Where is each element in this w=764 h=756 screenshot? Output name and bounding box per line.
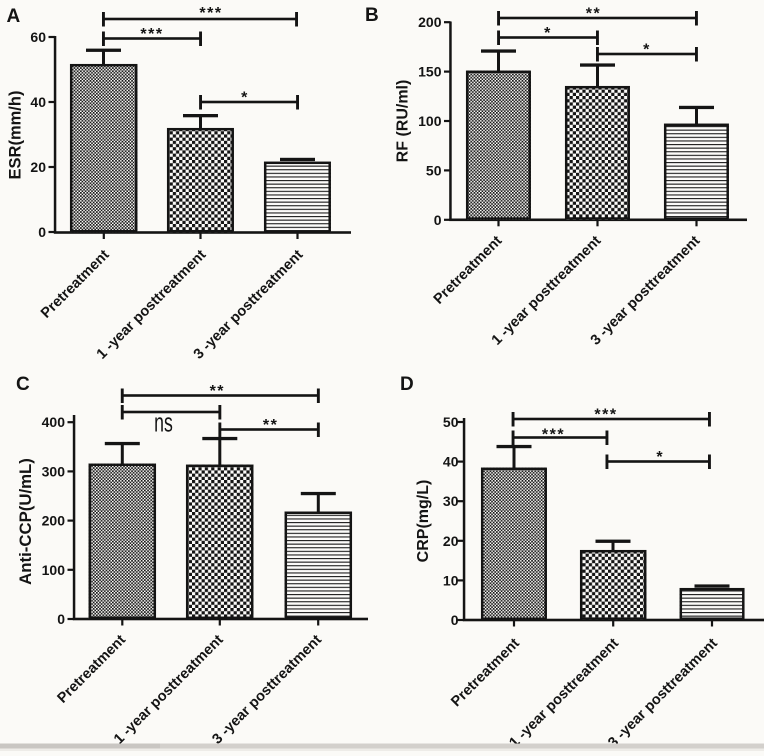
svg-text:10: 10 [443, 572, 459, 588]
svg-text:30: 30 [443, 493, 459, 509]
svg-text:CRP(mg/L): CRP(mg/L) [415, 480, 432, 563]
svg-text:***: *** [140, 26, 163, 43]
svg-text:*: * [656, 449, 664, 466]
svg-text:20: 20 [30, 159, 46, 175]
svg-text:Anti-CCP(U/mL): Anti-CCP(U/mL) [16, 458, 35, 585]
svg-text:40: 40 [30, 94, 46, 110]
svg-text:0: 0 [57, 611, 65, 627]
svg-text:D: D [400, 374, 414, 395]
svg-text:***: *** [199, 5, 222, 22]
svg-text:50: 50 [443, 414, 459, 430]
svg-text:***: *** [542, 427, 565, 444]
svg-text:**: ** [586, 6, 601, 23]
svg-text:B: B [365, 5, 379, 26]
svg-text:200: 200 [418, 14, 442, 30]
svg-text:0: 0 [38, 224, 46, 240]
svg-text:150: 150 [418, 64, 442, 80]
svg-text:60: 60 [30, 29, 46, 45]
svg-text:ESR(mm/h): ESR(mm/h) [6, 91, 24, 180]
svg-text:200: 200 [42, 513, 66, 529]
svg-text:ns: ns [154, 408, 173, 437]
svg-text:400: 400 [42, 414, 66, 430]
svg-text:**: ** [263, 417, 278, 434]
svg-text:50: 50 [426, 162, 442, 178]
svg-text:20: 20 [443, 533, 459, 549]
svg-text:A: A [7, 6, 21, 27]
svg-text:RF (RU/ml): RF (RU/ml) [395, 80, 412, 163]
svg-text:40: 40 [443, 454, 459, 470]
svg-text:***: *** [594, 407, 617, 424]
svg-text:0: 0 [451, 612, 459, 628]
svg-text:*: * [643, 42, 651, 59]
svg-text:0: 0 [434, 212, 442, 228]
svg-text:300: 300 [42, 463, 66, 479]
svg-text:*: * [544, 25, 552, 42]
svg-text:*: * [241, 90, 249, 107]
svg-text:**: ** [210, 383, 225, 400]
svg-text:100: 100 [418, 113, 442, 129]
svg-text:C: C [16, 374, 30, 395]
svg-text:100: 100 [42, 562, 66, 578]
